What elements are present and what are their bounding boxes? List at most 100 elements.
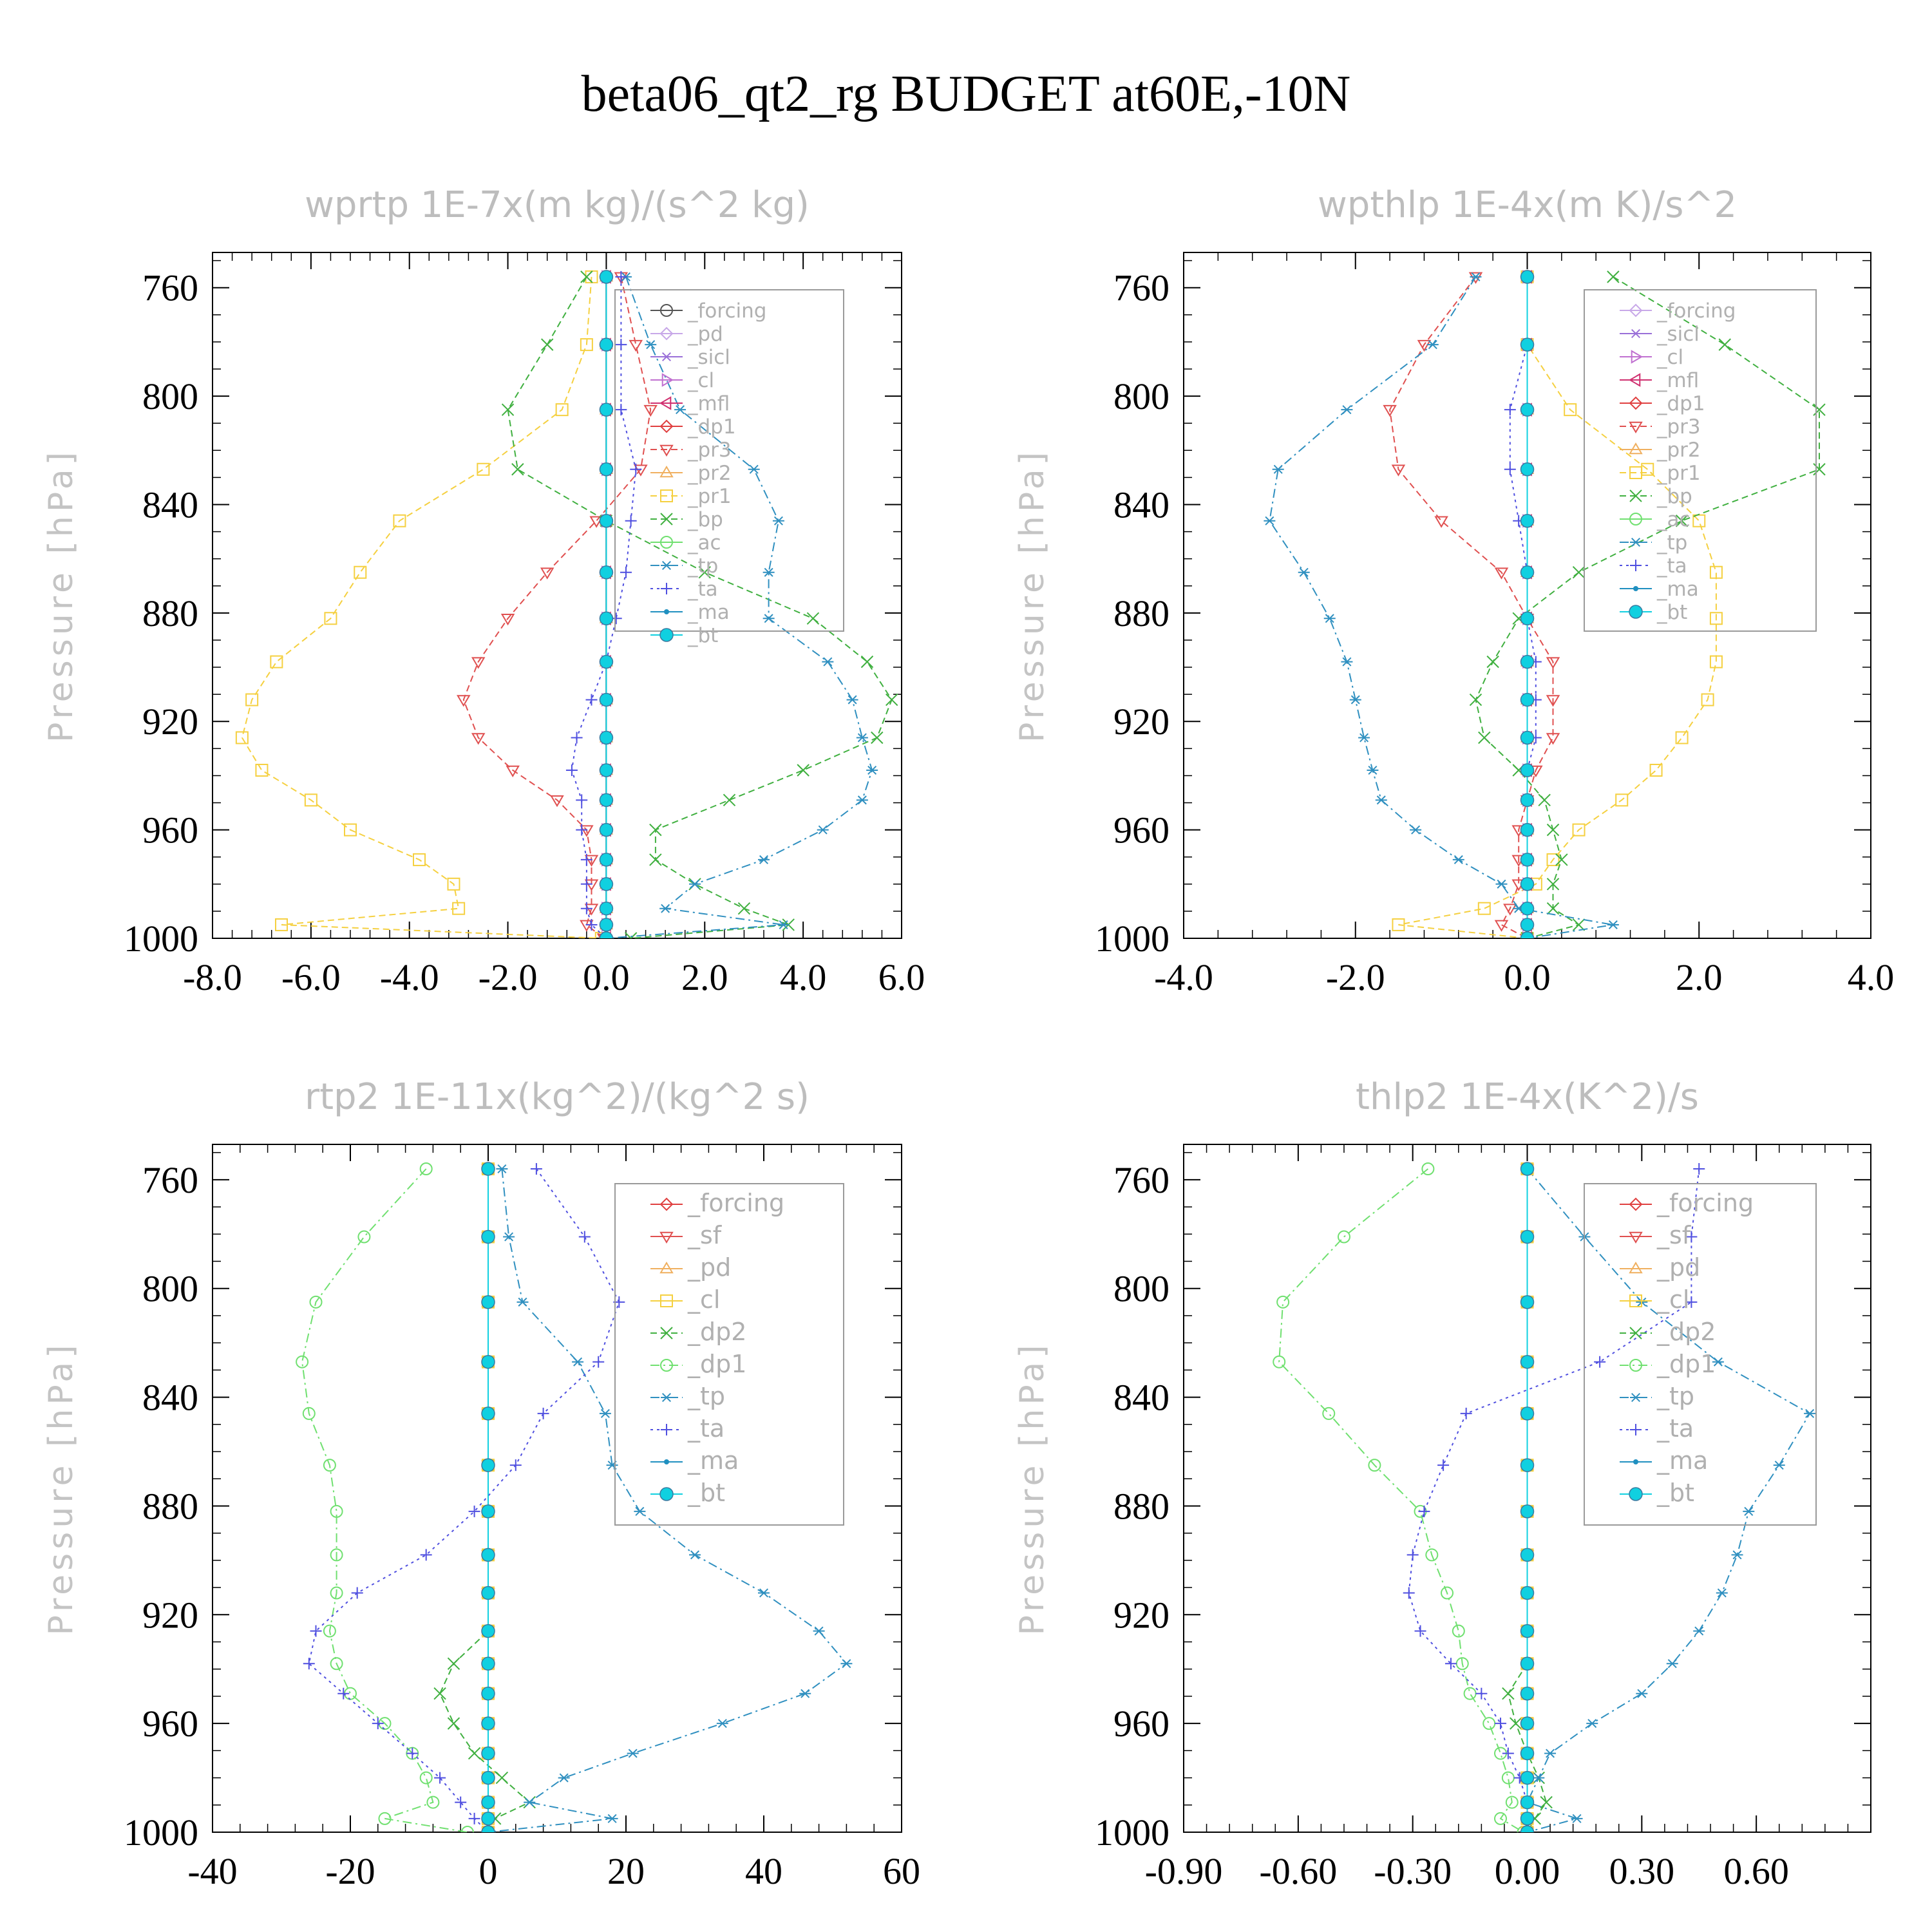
legend-label: _ac xyxy=(1656,508,1690,531)
data-point xyxy=(599,793,614,808)
y-tick-label: 880 xyxy=(1113,592,1170,634)
data-point xyxy=(634,464,648,477)
data-point xyxy=(1375,795,1387,805)
data-point xyxy=(580,920,594,932)
data-point xyxy=(634,1506,646,1516)
x-tick-label: 0.00 xyxy=(1495,1850,1560,1892)
series-line xyxy=(507,276,893,938)
legend-label: _bt xyxy=(1656,601,1687,624)
data-point xyxy=(406,1747,419,1759)
data-point xyxy=(468,1747,481,1760)
data-point xyxy=(1425,1548,1439,1562)
data-point xyxy=(1546,823,1560,837)
series-line xyxy=(301,1168,468,1832)
data-point xyxy=(1403,1587,1415,1599)
series-line xyxy=(488,1168,848,1832)
data-point xyxy=(471,657,486,669)
data-point xyxy=(1421,1162,1435,1175)
data-point xyxy=(516,1297,529,1307)
legend-label: _dp2 xyxy=(1656,1318,1716,1346)
data-point xyxy=(1520,1406,1535,1421)
panel-title: wpthlp 1E-4x(m K)/s^2 xyxy=(1318,184,1737,226)
plot-area xyxy=(1264,269,1826,938)
data-point xyxy=(723,793,736,807)
data-point xyxy=(460,1826,474,1832)
x-tick-label: 0.0 xyxy=(583,956,630,998)
data-point xyxy=(1418,1505,1430,1517)
y-axis-label: Pressure [hPa] xyxy=(1013,448,1052,743)
data-point xyxy=(555,403,569,417)
data-point xyxy=(481,1624,495,1638)
data-point xyxy=(1546,853,1560,866)
legend-marker xyxy=(661,373,674,387)
data-point xyxy=(615,404,627,416)
legend-label: _ta xyxy=(687,1414,724,1443)
plot-area xyxy=(235,269,898,938)
data-point xyxy=(330,1548,343,1562)
data-point xyxy=(481,1825,495,1832)
data-point xyxy=(541,338,554,351)
legend-label: _ma xyxy=(687,601,730,624)
data-point xyxy=(1391,464,1406,477)
data-point xyxy=(1460,1407,1472,1419)
legend-marker xyxy=(660,1359,673,1372)
y-tick-label: 760 xyxy=(142,267,198,309)
legend-marker xyxy=(1630,1392,1642,1403)
y-axis-label: Pressure [hPa] xyxy=(42,1341,80,1636)
data-point xyxy=(649,853,662,866)
y-tick-label: 1000 xyxy=(124,918,198,960)
x-tick-label: 4.0 xyxy=(1848,956,1895,998)
data-point xyxy=(599,270,614,284)
data-point xyxy=(592,1356,605,1368)
data-point xyxy=(1675,731,1689,744)
data-point xyxy=(501,403,515,416)
legend-label: _ta xyxy=(687,578,718,601)
data-point xyxy=(304,793,317,807)
y-tick-label: 760 xyxy=(142,1159,198,1201)
data-point xyxy=(797,764,810,777)
data-point xyxy=(1503,904,1517,916)
data-point xyxy=(455,1796,467,1808)
data-point xyxy=(1709,565,1723,579)
data-point xyxy=(511,463,524,476)
data-point xyxy=(1520,1770,1535,1785)
series_dp1 xyxy=(296,1162,474,1832)
legend-marker xyxy=(1629,396,1643,410)
legend-marker xyxy=(661,1424,672,1435)
series_bt xyxy=(1520,1162,1535,1832)
data-point xyxy=(1478,731,1491,744)
data-point xyxy=(506,765,520,777)
data-point xyxy=(481,1656,495,1671)
legend-label: _pd xyxy=(687,1253,731,1282)
data-point xyxy=(1323,614,1336,623)
series_bp xyxy=(501,270,898,938)
data-point xyxy=(323,1624,336,1638)
series_mfl xyxy=(599,270,611,938)
data-point xyxy=(599,402,614,417)
data-point xyxy=(576,824,588,836)
legend-label: _mfl xyxy=(687,392,730,415)
x-tick-label: -4.0 xyxy=(380,956,439,998)
data-point xyxy=(599,853,614,867)
data-point xyxy=(471,733,486,745)
data-point xyxy=(1572,823,1586,837)
data-point xyxy=(1406,1549,1419,1561)
data-point xyxy=(643,404,658,417)
data-point xyxy=(275,918,288,931)
legend-label: _dp1 xyxy=(1656,392,1705,415)
y-tick-label: 800 xyxy=(1113,375,1170,417)
legend-marker xyxy=(659,1231,674,1244)
legend-marker xyxy=(659,327,674,341)
legend-label: _forcing xyxy=(687,299,766,323)
data-point xyxy=(1701,693,1714,706)
data-point xyxy=(1718,338,1731,351)
data-point xyxy=(481,1770,495,1785)
data-point xyxy=(1417,339,1432,352)
data-point xyxy=(1502,1687,1515,1700)
y-tick-label: 960 xyxy=(142,810,198,851)
data-point xyxy=(1693,1162,1705,1175)
data-point xyxy=(1520,822,1535,837)
data-point xyxy=(447,1657,460,1670)
data-point xyxy=(468,1812,480,1824)
